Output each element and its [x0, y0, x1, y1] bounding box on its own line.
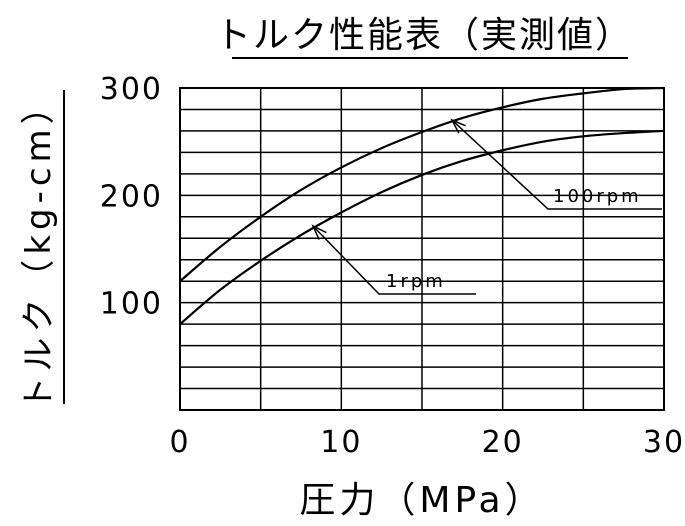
arrowhead-1rpm — [311, 224, 327, 240]
series-label-1rpm: 1rpm — [386, 271, 446, 292]
leader-100rpm — [451, 119, 662, 210]
x-tick-label: 30 — [643, 425, 685, 460]
plot-frame — [179, 87, 665, 411]
x-tick-label: 10 — [320, 425, 362, 460]
y-axis-label-group: トルク（kg-cm） — [19, 85, 59, 410]
x-tick-label: 20 — [482, 425, 524, 460]
series-line-1rpm — [179, 129, 665, 325]
axis-ticks: 0 10 20 30 100 200 300 — [100, 72, 685, 460]
y-tick-label: 200 — [100, 179, 163, 214]
y-tick-label: 300 — [100, 72, 163, 107]
series-label-100rpm: 100rpm — [553, 186, 642, 207]
y-tick-label: 100 — [100, 287, 163, 322]
series-line-100rpm — [179, 86, 665, 283]
curve-annotations: 100rpm 1rpm — [311, 118, 662, 295]
plot-curves — [179, 86, 665, 325]
plot-grid — [179, 87, 665, 411]
chart-title: トルク性能表（実測値） — [215, 15, 633, 56]
arrowhead-100rpm — [450, 118, 466, 134]
leader-1rpm — [312, 225, 476, 295]
x-tick-label: 0 — [169, 425, 190, 460]
x-axis-label: 圧力（MPa） — [299, 480, 544, 521]
y-axis-label: トルク（kg-cm） — [19, 85, 59, 410]
